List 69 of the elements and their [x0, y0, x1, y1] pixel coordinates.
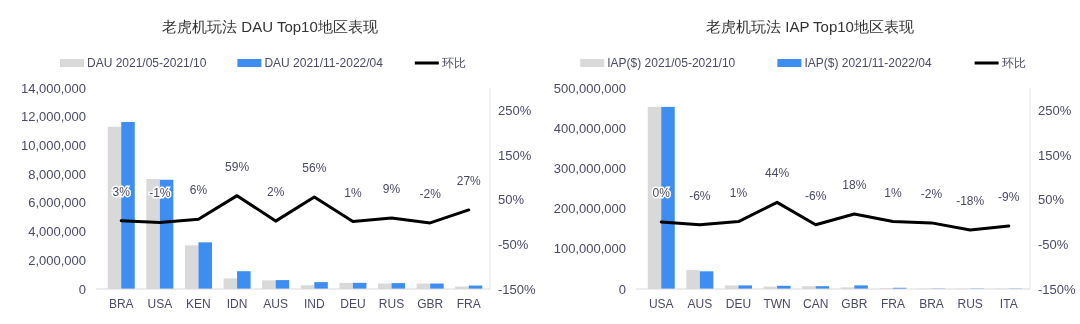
x-tick-label: GBR	[841, 297, 868, 311]
data-label: -6%	[689, 188, 711, 203]
y-tick-label: 400,000,000	[553, 120, 626, 136]
x-tick-label: BRA	[919, 297, 944, 311]
x-tick-label: DEU	[340, 297, 366, 311]
data-label: 59%	[225, 159, 250, 174]
data-label: -18%	[956, 194, 985, 209]
legend-label: DAU 2021/11-2022/04	[264, 56, 384, 70]
x-tick-label: FRA	[880, 297, 905, 311]
x-tick-label: DEU	[725, 297, 752, 311]
x-tick-label: ITA	[999, 297, 1018, 311]
y-tick-label: 100,000,000	[553, 241, 626, 257]
y2-tick-label: -150%	[498, 281, 537, 297]
y-tick-label: 8,000,000	[28, 166, 86, 182]
y2-tick-label: -50%	[498, 236, 529, 252]
y-tick-label: 2,000,000	[28, 252, 86, 268]
chart-title: 老虎机玩法 DAU Top10地区表现	[162, 18, 378, 35]
data-label: 18%	[842, 177, 867, 192]
y2-tick-label: -150%	[1038, 281, 1077, 297]
y-tick-label: 6,000,000	[28, 195, 86, 211]
data-label: -2%	[419, 186, 442, 201]
legend-label: IAP($) 2021/05-2021/10	[607, 56, 736, 70]
y2-tick-label: 150%	[1038, 147, 1072, 163]
x-tick-label: RUS	[957, 297, 983, 311]
y2-tick-label: 150%	[498, 147, 532, 163]
legend-label: IAP($) 2021/11-2022/04	[804, 56, 932, 70]
data-label: 1%	[344, 185, 362, 200]
x-tick-label: KEN	[186, 297, 211, 311]
y-tick-label: 12,000,000	[20, 109, 86, 125]
y2-tick-label: 250%	[498, 102, 532, 118]
data-label: 1%	[729, 185, 748, 200]
data-label: 9%	[382, 181, 401, 196]
x-tick-label: IND	[303, 297, 325, 311]
y-tick-label: 200,000,000	[553, 201, 626, 217]
data-label: 27%	[456, 173, 482, 188]
y2-tick-label: -50%	[1038, 236, 1069, 252]
y-tick-label: 14,000,000	[20, 80, 86, 96]
y2-tick-label: 50%	[498, 192, 525, 208]
data-label: -6%	[805, 188, 827, 203]
chart-title: 老虎机玩法 IAP Top10地区表现	[706, 18, 914, 35]
x-tick-label: TWN	[763, 297, 791, 311]
data-label: -9%	[998, 190, 1020, 205]
x-tick-label: GBR	[417, 297, 444, 311]
x-tick-label: IDN	[226, 297, 248, 311]
x-tick-label: USA	[147, 297, 173, 311]
y2-tick-label: 250%	[1038, 102, 1072, 118]
y-tick-label: 4,000,000	[28, 224, 86, 240]
y-tick-label: 10,000,000	[20, 137, 86, 153]
x-tick-label: FRA	[456, 297, 481, 311]
legend-label: DAU 2021/05-2021/10	[87, 56, 207, 70]
x-tick-label: USA	[648, 297, 674, 311]
legend-label: 环比	[441, 56, 466, 70]
data-label: 2%	[267, 185, 285, 200]
legend-label: 环比	[1001, 56, 1026, 70]
y-tick-label: 0	[78, 281, 86, 297]
data-label: 44%	[765, 166, 790, 181]
data-label: -2%	[920, 186, 943, 201]
data-label: 56%	[302, 160, 327, 175]
x-tick-label: AUS	[687, 297, 713, 311]
y-tick-label: 500,000,000	[553, 80, 626, 96]
x-tick-label: AUS	[263, 297, 289, 311]
x-tick-label: RUS	[378, 297, 405, 311]
x-tick-label: BRA	[108, 297, 134, 311]
data-label: 1%	[884, 185, 902, 200]
x-tick-label: CAN	[803, 297, 829, 311]
data-label: 6%	[189, 183, 208, 198]
y2-tick-label: 50%	[1038, 192, 1065, 208]
y-tick-label: 0	[618, 281, 626, 297]
y-tick-label: 300,000,000	[553, 160, 626, 176]
